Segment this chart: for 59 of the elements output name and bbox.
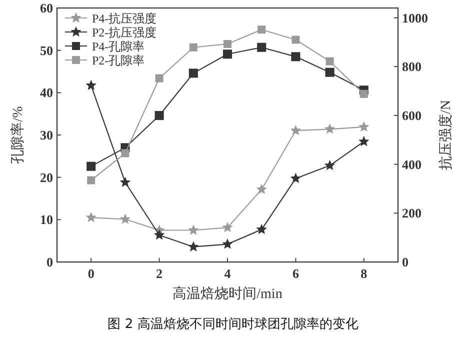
y2-tick-label: 200 [402,206,422,221]
legend-label: P2-抗压强度 [92,26,157,40]
point [188,68,198,78]
point [121,149,130,158]
y-tick-label: 60 [40,0,53,16]
point [325,68,334,77]
x-tick-label: 8 [360,266,368,281]
point [188,242,198,251]
point [290,174,300,183]
legend-label: P4-孔隙率 [92,40,145,54]
legend-label: P2-孔隙率 [92,54,145,68]
y-tick-label: 30 [40,128,53,142]
point [359,136,369,146]
point [154,230,164,240]
x-axis-title: 高温焙烧时间/min [172,286,282,302]
y2-tick-label: 400 [402,156,422,172]
point [222,239,232,248]
point [155,74,164,82]
x-tick-label: 0 [88,266,94,281]
point [258,26,266,34]
point [256,184,266,194]
y2-axis-title: 抗压强度/N [438,100,454,170]
x-tick-label: 2 [156,266,163,281]
point [120,177,130,186]
y-tick-label: 10 [40,212,53,228]
point [360,90,368,98]
y-tick-label: 50 [40,42,53,58]
point [325,124,335,134]
y2-tick-label: 600 [402,108,422,123]
y-axis-title: 孔隙率/% [10,106,26,164]
point [292,36,300,44]
y-tick-label: 40 [40,85,53,100]
y2-tick-label: 0 [402,254,408,270]
x-tick-label: 6 [292,266,300,281]
legend-label: P4-抗压强度 [92,12,157,26]
point [325,160,335,170]
y-tick-label: 20 [40,170,53,185]
point [224,40,232,48]
point [86,80,96,90]
point [257,42,266,52]
point [359,122,369,132]
point [86,162,96,171]
point [291,52,300,62]
x-tick-label: 4 [224,266,232,281]
point [256,224,266,234]
caption: 图 2 高温焙烧不同时间时球团孔隙率的变化 [108,316,358,332]
point [290,126,300,135]
point [188,225,198,234]
point [222,222,232,232]
point [326,57,334,66]
point [154,111,164,120]
point [86,212,96,222]
y2-tick-label: 1000 [402,10,428,26]
point [189,43,198,52]
y-tick-label: 0 [46,254,53,270]
point [222,50,232,59]
point [120,214,130,224]
point [87,176,96,184]
y2-tick-label: 800 [402,59,422,74]
